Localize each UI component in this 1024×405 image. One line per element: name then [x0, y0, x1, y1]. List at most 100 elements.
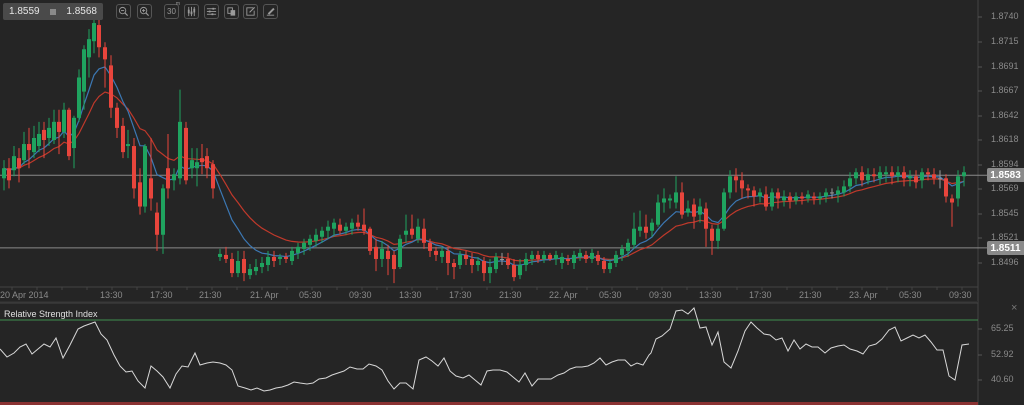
candle-body: [740, 180, 744, 189]
candle-body: [126, 144, 130, 147]
rsi-line: [0, 307, 970, 392]
candle-body: [184, 127, 188, 181]
price-axis-label: 1.8496: [991, 257, 1019, 267]
candle-body: [266, 256, 270, 266]
candle-body: [103, 47, 107, 60]
candle-body: [878, 172, 882, 179]
candle-body: [476, 260, 480, 266]
timeframe-unit: m: [175, 1, 180, 7]
candle-body: [464, 254, 468, 259]
candle-body: [890, 172, 894, 177]
candle-body: [872, 174, 876, 177]
candle-body: [296, 246, 300, 253]
time-axis-label: 09:30: [649, 290, 672, 300]
zoom-in-button[interactable]: [137, 4, 152, 19]
close-rsi-icon[interactable]: ×: [1011, 302, 1018, 314]
candle-body: [914, 176, 918, 183]
price-axis-label: 1.8740: [991, 11, 1019, 21]
candle-body: [824, 192, 828, 197]
candle-body: [57, 121, 61, 132]
candle-body: [884, 172, 888, 175]
candle-body: [470, 258, 474, 266]
candle-body: [218, 253, 222, 257]
time-axis-label: 21. Apr: [250, 290, 279, 300]
candle-body: [956, 176, 960, 199]
time-axis-label: 05:30: [899, 290, 922, 300]
indicators-button[interactable]: [184, 4, 199, 19]
zoom-out-button[interactable]: [116, 4, 131, 19]
panel-separator: [0, 301, 978, 303]
candle-body: [452, 263, 456, 268]
candle-body: [344, 226, 348, 231]
bid-price: 1.8559: [9, 6, 40, 17]
draw-button[interactable]: [263, 4, 278, 19]
candle-body: [178, 121, 182, 179]
ask-price: 1.8568: [66, 6, 97, 17]
candle-body: [650, 222, 654, 231]
candle-body: [494, 256, 498, 270]
candle-body: [254, 267, 258, 272]
timeframe-icon: 30: [167, 6, 176, 16]
price-axis-label: 1.8667: [991, 85, 1019, 95]
candle-body: [278, 256, 282, 259]
time-axis-label: 13:30: [399, 290, 422, 300]
candle-body: [121, 125, 125, 153]
zoom-out-icon: [118, 6, 129, 17]
candle-body: [87, 39, 91, 58]
time-axis-label: 17:30: [749, 290, 772, 300]
candle-body: [416, 226, 420, 239]
price-axis-label: 1.8715: [991, 36, 1019, 46]
candle-body: [644, 226, 648, 233]
candle-body: [332, 222, 336, 229]
candle-body: [608, 263, 612, 270]
candle-body: [710, 228, 714, 241]
candle-body: [926, 172, 930, 175]
indicators-icon: [187, 6, 196, 17]
candle-body: [109, 65, 113, 108]
candle-body: [284, 256, 288, 259]
settings-button[interactable]: [204, 4, 219, 19]
candle-body: [656, 202, 660, 225]
candle-body: [962, 172, 966, 177]
timeframe-button[interactable]: 30 m: [164, 1, 180, 19]
candle-body: [554, 254, 558, 259]
candle-body: [392, 254, 396, 270]
time-axis-label: 09:30: [949, 290, 972, 300]
time-axis-label: 23. Apr: [849, 290, 878, 300]
candle-body: [248, 269, 252, 276]
price-tag-lower: 1.8511: [987, 241, 1024, 255]
edit-button[interactable]: [243, 4, 258, 19]
candle-body: [22, 144, 26, 161]
candle-body: [818, 196, 822, 199]
candle-body: [211, 164, 215, 189]
candle-body: [764, 194, 768, 207]
candle-body: [584, 254, 588, 259]
candle-body: [428, 242, 432, 251]
candle-body: [320, 230, 324, 237]
candle-body: [458, 254, 462, 266]
candle-body: [770, 192, 774, 207]
candle-body: [734, 176, 738, 181]
candle-body: [542, 254, 546, 259]
rsi-oversold-line: [0, 402, 978, 405]
duplicate-button[interactable]: [224, 4, 239, 19]
candle-body: [155, 212, 159, 235]
candle-body: [242, 258, 246, 274]
candle-body: [195, 162, 199, 169]
candle-body: [440, 250, 444, 257]
time-axis-label: 20 Apr 2014: [0, 290, 49, 300]
candle-body: [143, 146, 147, 207]
price-axis-label: 1.8569: [991, 183, 1019, 193]
candle-body: [190, 160, 194, 169]
candle-body: [7, 168, 11, 181]
candle-body: [446, 250, 450, 264]
candle-body: [938, 178, 942, 180]
candle-body: [860, 172, 864, 181]
candle-body: [944, 178, 948, 197]
candle-body: [290, 250, 294, 261]
candle-body: [548, 254, 552, 259]
time-axis-label: 13:30: [100, 290, 123, 300]
candle-body: [386, 250, 390, 259]
